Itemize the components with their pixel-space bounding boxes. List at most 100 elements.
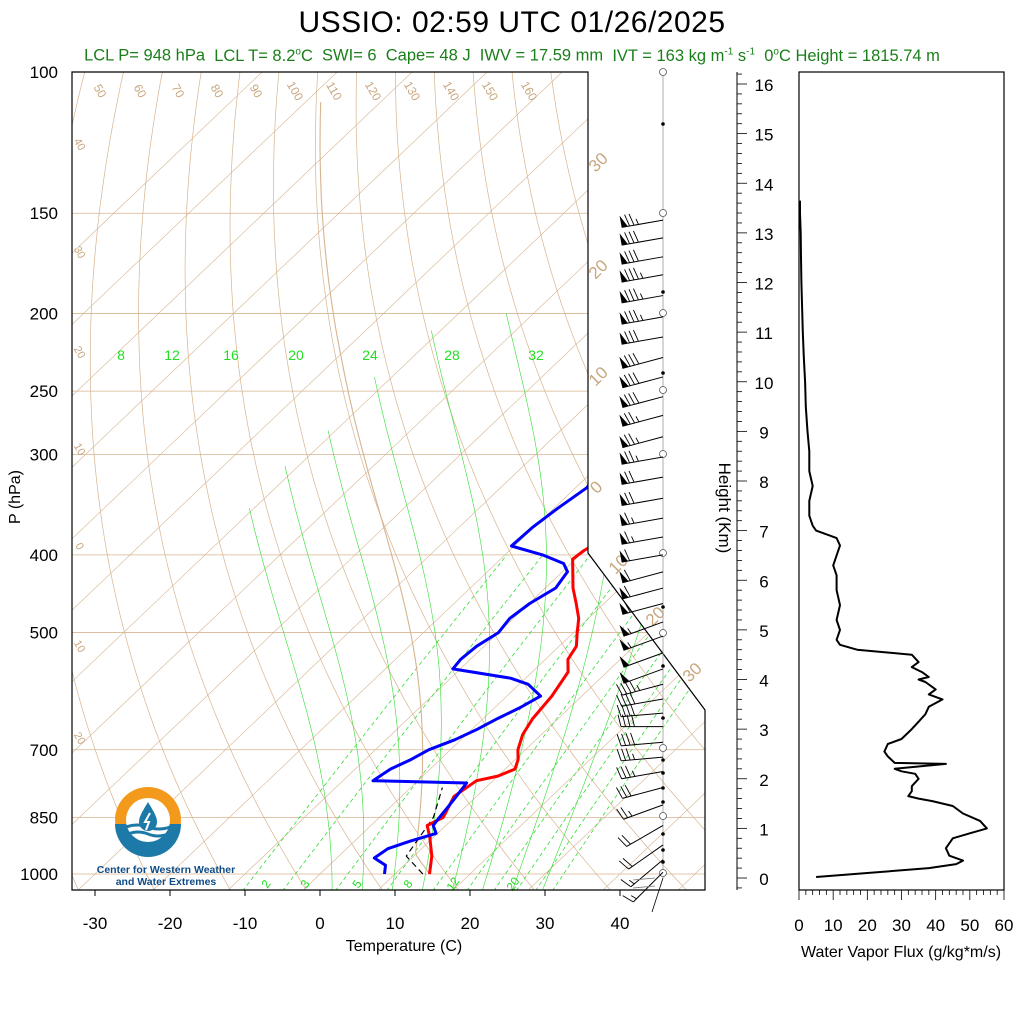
wind-barb-full (624, 512, 631, 525)
wind-barb-full (624, 784, 632, 797)
mixing-ratio-line (466, 554, 705, 890)
wind-barb-shaft (623, 804, 664, 820)
wind-barb-shaft (630, 859, 664, 888)
dry-adiabat (355, 72, 688, 890)
wind-barb-shaft (621, 295, 664, 304)
wind-barb-full (629, 680, 636, 692)
wind-barb-full (633, 249, 639, 262)
wind-barb-shaft (622, 436, 664, 449)
wind-barb-pennant (619, 532, 628, 545)
wind-barb-full (625, 733, 631, 746)
wind-barb-pennant (619, 655, 630, 668)
wind-barb-shaft (622, 571, 664, 584)
skew-t-frame (71, 71, 706, 891)
wind-barb-shaft (622, 786, 664, 799)
dry-adiabat (184, 72, 384, 890)
lcl-temperature-value: LCL T= 8.2 (214, 46, 296, 65)
height-tick-label: 5 (759, 622, 768, 641)
wind-barb (619, 621, 664, 637)
surface-barb-shaft (651, 877, 664, 913)
ivt-unit-s: s (733, 46, 747, 65)
pressure-tick-label: 850 (30, 808, 58, 827)
wind-barb (619, 652, 664, 668)
pressure-tick-label: 400 (30, 546, 58, 565)
wind-barb-shaft (626, 825, 664, 847)
wind-barb (619, 213, 664, 228)
wind-barb-full (628, 289, 635, 301)
degree-symbol: o (295, 46, 301, 57)
wind-barb-full (628, 491, 635, 504)
wind-barb-full (618, 860, 629, 870)
wind-barb (619, 267, 664, 283)
wind-barb (619, 288, 664, 304)
wind-barb-full (616, 694, 623, 707)
height-marker-open (659, 869, 667, 877)
wind-barb-shaft (622, 357, 664, 369)
wind-barb-full (628, 450, 635, 463)
moist-adiabat (541, 313, 698, 890)
isotherm (452, 72, 705, 890)
height-tick-label: 7 (759, 523, 768, 542)
wind-barb-shaft (623, 668, 664, 684)
height-marker-dot (661, 758, 665, 762)
height-tick-label: 12 (755, 275, 774, 294)
height-marker-open (659, 744, 667, 752)
mixing-ratio-label: 20 (503, 874, 522, 893)
flux-tick-label: 50 (960, 916, 979, 935)
wind-barb-half (632, 753, 636, 760)
height-tick-label: 9 (759, 423, 768, 442)
parcel-path (319, 101, 430, 875)
wind-barb-full (632, 372, 640, 384)
flux-tick-label: 0 (794, 916, 803, 935)
wind-barb-full (616, 787, 623, 799)
pressure-tick-label: 250 (30, 382, 58, 401)
wind-barb-half (627, 628, 632, 634)
wind-barb-full (628, 433, 635, 445)
isotherm (377, 72, 705, 890)
figure-title: USSIO: 02:59 UTC 01/26/2025 (298, 6, 726, 39)
wind-barb-pennant (619, 571, 629, 583)
dry-adiabat-label: 120 (362, 79, 384, 104)
wind-barb-full (628, 310, 635, 323)
wind-barb-full (623, 413, 631, 425)
height-marker-open (659, 209, 667, 217)
wind-barb-full (621, 835, 631, 845)
mixing-ratio-line (282, 554, 544, 890)
wind-barb-shaft (621, 756, 664, 762)
wind-barb-full (624, 451, 631, 464)
ivt-exponent-s: -1 (746, 46, 756, 57)
cw3e-logo: Center for Western Weather and Water Ext… (96, 782, 236, 894)
wind-barb-half (631, 536, 635, 543)
wind-barb (619, 249, 664, 265)
wind-barb-pennant (619, 550, 628, 563)
wind-barb-pennant (619, 233, 628, 246)
wind-barb (619, 601, 664, 615)
height-marker-open (659, 68, 667, 76)
wind-barb-full (633, 230, 639, 243)
isotherm (72, 72, 563, 890)
wind-barb-full (625, 748, 631, 761)
temperature-tick-label: 20 (461, 914, 480, 933)
pressure-tick-label: 300 (30, 446, 58, 465)
dry-adiabat (978, 72, 1024, 891)
iwv-value: IWV = 17.59 mm (479, 46, 604, 65)
height-tick-label: 0 (759, 870, 768, 889)
wind-barb-full (617, 837, 627, 847)
wind-barb-full (623, 394, 631, 406)
wind-barb-full (620, 682, 628, 695)
wind-barb-full (623, 355, 631, 367)
dewpoint-profile (371, 212, 705, 875)
dry-adiabat (89, 72, 232, 890)
wind-barb-shaft (622, 376, 664, 389)
dry-adiabat (472, 72, 705, 890)
mixing-ratio-line (551, 554, 705, 890)
freezing-degree: o (773, 46, 779, 57)
height-marker-dot (661, 848, 665, 852)
pressure-tick-label: 200 (30, 304, 58, 323)
wind-barb-shaft (621, 517, 664, 526)
wind-barb-half (635, 437, 640, 444)
freezing-height: 0oC Height = 1815.74 m (764, 46, 940, 65)
wind-barb-full (632, 352, 640, 365)
isotherm (152, 72, 705, 890)
wind-barb-full (629, 692, 636, 705)
